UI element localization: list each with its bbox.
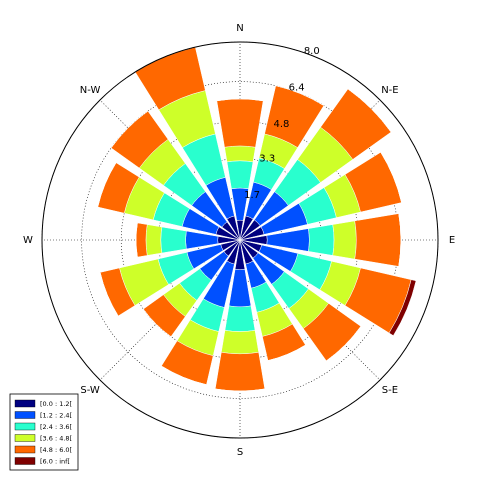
wedge — [267, 344, 306, 361]
wedge — [332, 220, 357, 260]
direction-label: N-W — [80, 85, 101, 96]
wedge — [215, 388, 265, 392]
legend-label: [4.8 : 6.0[ — [40, 446, 72, 454]
wedge — [97, 162, 117, 208]
direction-label: S-W — [80, 385, 100, 396]
wedge — [214, 352, 266, 392]
direction-label: W — [23, 235, 33, 246]
wedge — [224, 145, 256, 163]
wedge — [99, 272, 119, 317]
frame — [41, 41, 439, 439]
r-tick-label: 8.0 — [304, 46, 320, 57]
legend-swatch — [14, 422, 36, 431]
direction-label: N — [236, 23, 243, 34]
r-tick-label: 4.8 — [274, 119, 290, 130]
wedge — [228, 269, 252, 308]
legend-swatch — [14, 411, 36, 419]
wedge — [388, 279, 417, 336]
legend-label: [0.0 : 1.2[ — [40, 400, 72, 408]
wedge — [221, 330, 259, 355]
wedge — [216, 98, 264, 148]
r-tick-label: 1.7 — [244, 190, 260, 201]
wedge — [354, 213, 402, 267]
wedge — [161, 365, 207, 385]
legend-label: [1.2 : 2.4[ — [40, 412, 72, 420]
legend-label: [2.4 : 3.6[ — [40, 423, 72, 431]
direction-label: S-E — [382, 385, 398, 396]
wedge — [226, 160, 254, 190]
legend-label: [3.6 : 4.8[ — [40, 435, 72, 443]
direction-label: S — [237, 447, 243, 458]
wedge — [135, 222, 148, 258]
legend-swatch — [14, 434, 36, 442]
wedge — [145, 224, 163, 256]
wedge — [347, 88, 392, 133]
direction-label: N-E — [381, 85, 398, 96]
legend-label: [6.0 : inf[ — [40, 458, 70, 466]
direction-label: E — [449, 235, 455, 246]
legend-swatch — [14, 457, 36, 465]
r-tick-label: 3.3 — [259, 154, 275, 165]
wedge — [135, 222, 138, 258]
wedge — [308, 224, 335, 256]
wedge — [326, 326, 362, 362]
wedges — [97, 46, 417, 392]
legend-swatch — [14, 445, 36, 454]
wedge — [160, 226, 187, 254]
wedge — [224, 305, 256, 332]
r-tick-label: 6.4 — [289, 83, 305, 94]
labels: 1.7 3.3 4.8 6.4 8.0 N N-E E S-E S S-W W N-W — [23, 23, 455, 458]
legend-swatch — [14, 399, 36, 408]
legend: [0.0 : 1.2[ [1.2 : 2.4[ [2.4 : 3.6[ [3.6 : … — [9, 393, 79, 471]
